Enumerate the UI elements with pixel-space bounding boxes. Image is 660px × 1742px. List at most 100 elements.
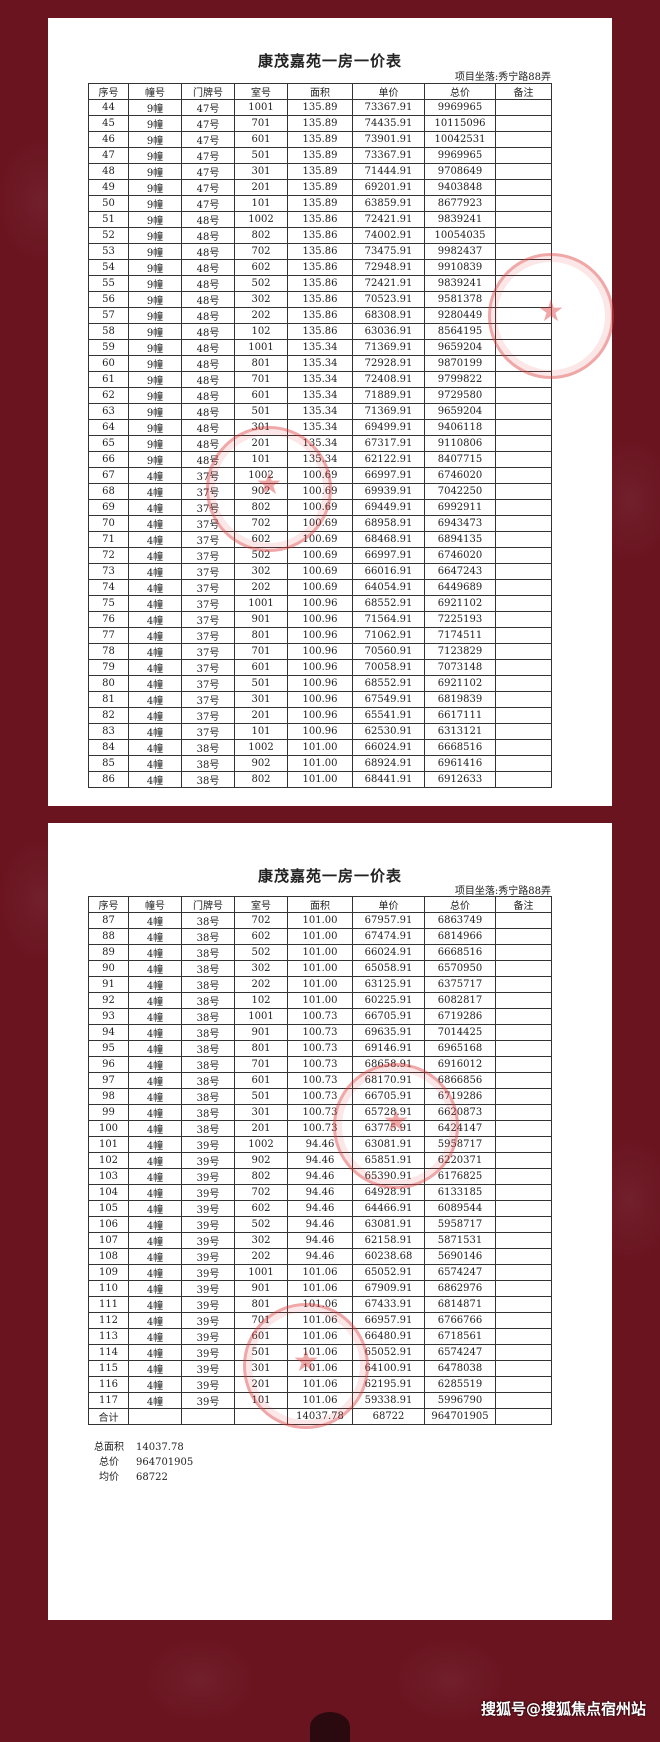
cell-room-no: 302 [234, 1232, 288, 1249]
cell-seq: 102 [88, 1152, 129, 1169]
cell-seq: 93 [88, 1008, 129, 1025]
cell-room-no: 101 [234, 451, 288, 468]
cell-room-no: 202 [234, 1248, 288, 1265]
column-header-remark: 备注 [495, 83, 552, 100]
cell-door-no: 37号 [181, 675, 235, 692]
cell-building: 4幢 [128, 531, 182, 548]
cell-total-price: 6449689 [424, 579, 496, 596]
cell-area: 100.73 [287, 1120, 353, 1137]
cell-room-no: 1001 [234, 339, 288, 356]
cell-unit-price: 60238.68 [352, 1248, 425, 1265]
cell-area: 100.96 [287, 691, 353, 708]
project-location: 项目坐落:秀宁路88弄 [454, 886, 551, 897]
cell-remark [495, 1104, 552, 1121]
cell-door-no: 38号 [181, 960, 235, 977]
cell-seq: 78 [88, 643, 129, 660]
cell-building: 4幢 [128, 691, 182, 708]
cell-unit-price: 62530.91 [352, 723, 425, 740]
cell-door-no: 48号 [181, 339, 235, 356]
table-row: 84 4幢 38号 1002 101.00 66024.91 6668516 [88, 739, 552, 756]
cell-total-price: 6574247 [424, 1344, 496, 1361]
cell-area: 135.34 [287, 435, 353, 452]
cell-area: 100.96 [287, 611, 353, 628]
cell-remark [495, 339, 552, 356]
cell-area: 135.86 [287, 211, 353, 228]
cell-unit-price: 74002.91 [352, 227, 425, 244]
cell-remark [495, 323, 552, 340]
cell-door-no: 37号 [181, 483, 235, 500]
cell-area: 135.89 [287, 179, 353, 196]
cell-unit-price: 69449.91 [352, 499, 425, 516]
cell-area: 101.00 [287, 944, 353, 961]
table-row: 107 4幢 39号 302 94.46 62158.91 5871531 [88, 1232, 552, 1249]
cell-room-no: 601 [234, 1328, 288, 1345]
cell-total-price: 6862976 [424, 1280, 496, 1297]
table-row: 115 4幢 39号 301 101.06 64100.91 6478038 [88, 1360, 552, 1377]
cell-total-price: 6375717 [424, 976, 496, 993]
cell-seq: 59 [88, 339, 129, 356]
cell-seq: 45 [88, 115, 129, 132]
cell-door-no: 37号 [181, 547, 235, 564]
cell-unit-price: 67317.91 [352, 435, 425, 452]
cell-area: 135.89 [287, 99, 353, 116]
cell-unit-price: 71444.91 [352, 163, 425, 180]
cell-remark [495, 195, 552, 212]
cell-room-no: 302 [234, 291, 288, 308]
cell-total-price: 6921102 [424, 675, 496, 692]
cell-area: 135.86 [287, 291, 353, 308]
cell-door-no: 47号 [181, 115, 235, 132]
column-header-seq: 序号 [88, 83, 129, 100]
table-header-row: 序号 幢号 门牌号 室号 面积 单价 总价 备注 [88, 896, 552, 913]
cell-seq: 92 [88, 992, 129, 1009]
cell-door-no: 37号 [181, 563, 235, 580]
table-row: 71 4幢 37号 602 100.69 68468.91 6894135 [88, 531, 552, 548]
cell-building: 9幢 [128, 291, 182, 308]
cell-remark [495, 1248, 552, 1265]
cell-door-no: 38号 [181, 976, 235, 993]
cell-door-no: 48号 [181, 371, 235, 388]
column-header-area: 面积 [287, 896, 353, 913]
cell-unit-price: 66024.91 [352, 944, 425, 961]
cell-area: 101.06 [287, 1264, 353, 1281]
cell-building: 9幢 [128, 147, 182, 164]
table-row: 109 4幢 39号 1001 101.06 65052.91 6574247 [88, 1264, 552, 1281]
cell-seq: 44 [88, 99, 129, 116]
cell-unit-price: 62122.91 [352, 451, 425, 468]
cell-room-no: 202 [234, 579, 288, 596]
cell-room-no: 501 [234, 403, 288, 420]
cell-seq: 96 [88, 1056, 129, 1073]
table-row: 112 4幢 39号 701 101.06 66957.91 6766766 [88, 1312, 552, 1329]
cell-area: 94.46 [287, 1200, 353, 1217]
cell-area: 100.69 [287, 483, 353, 500]
cell-total-price: 6961416 [424, 755, 496, 772]
cell-building: 9幢 [128, 99, 182, 116]
cell-total-price: 6766766 [424, 1312, 496, 1329]
cell-building: 4幢 [128, 928, 182, 945]
cell-building: 9幢 [128, 195, 182, 212]
cell-area: 100.69 [287, 531, 353, 548]
cell-building: 4幢 [128, 483, 182, 500]
cell-remark [495, 1168, 552, 1185]
cell-remark [495, 1232, 552, 1249]
cell-total-price: 6719286 [424, 1088, 496, 1105]
cell-unit-price: 66997.91 [352, 467, 425, 484]
table-row: 69 4幢 37号 802 100.69 69449.91 6992911 [88, 499, 552, 516]
cell-room-no: 701 [234, 1312, 288, 1329]
cell-total-price: 6916012 [424, 1056, 496, 1073]
cell-room-no: 501 [234, 675, 288, 692]
cell-room-no: 301 [234, 1104, 288, 1121]
summary-line: 总面积 14037.78 [88, 1440, 193, 1455]
cell-area: 101.06 [287, 1360, 353, 1377]
cell-unit-price: 69499.91 [352, 419, 425, 436]
cell-building: 4幢 [128, 1296, 182, 1313]
cell-unit-price: 65541.91 [352, 707, 425, 724]
cell-unit-price: 69146.91 [352, 1040, 425, 1057]
cell-remark [495, 275, 552, 292]
cell-seq: 53 [88, 243, 129, 260]
cell-door-no: 48号 [181, 259, 235, 276]
cell-seq: 46 [88, 131, 129, 148]
cell-building: 4幢 [128, 1104, 182, 1121]
table-row: 74 4幢 37号 202 100.69 64054.91 6449689 [88, 579, 552, 596]
cell-total-price: 6082817 [424, 992, 496, 1009]
cell-total-price: 6866856 [424, 1072, 496, 1089]
